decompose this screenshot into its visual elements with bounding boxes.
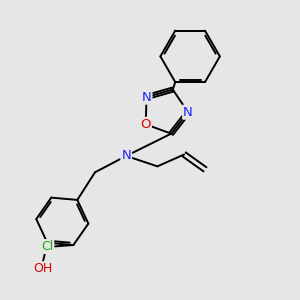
Text: OH: OH [33, 262, 52, 275]
Text: N: N [142, 91, 152, 103]
Text: Cl: Cl [41, 240, 53, 253]
Text: N: N [121, 149, 131, 162]
Text: N: N [183, 106, 193, 119]
Text: O: O [140, 118, 151, 131]
